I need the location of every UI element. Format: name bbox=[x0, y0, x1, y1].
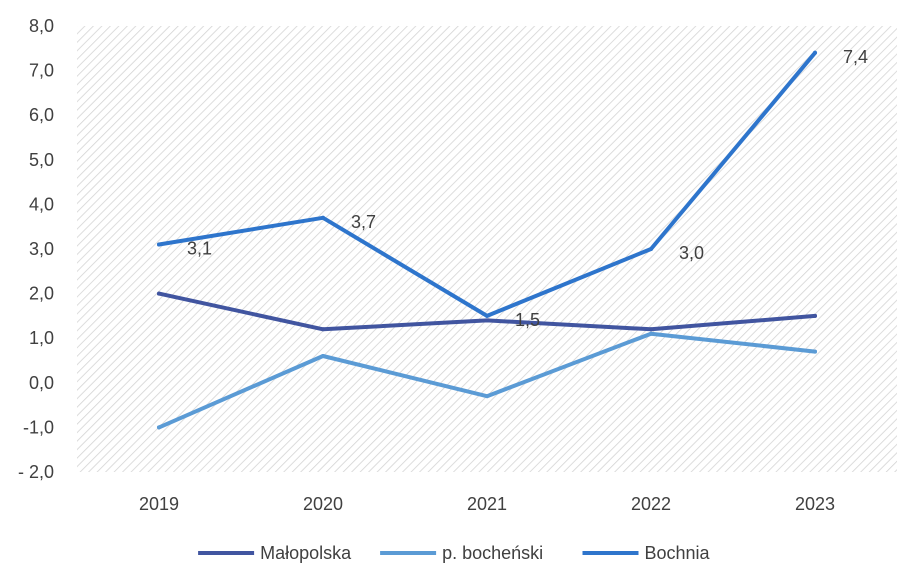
legend-label: Małopolska bbox=[260, 543, 352, 563]
legend-item: p. bocheński bbox=[380, 543, 543, 563]
y-tick-label: 2,0 bbox=[29, 284, 54, 304]
data-point bbox=[321, 327, 325, 332]
data-label: 7,4 bbox=[843, 47, 868, 67]
x-tick-label: 2020 bbox=[303, 494, 343, 514]
data-label: 3,7 bbox=[351, 212, 376, 232]
data-label: 3,1 bbox=[187, 239, 212, 259]
legend-label: Bochnia bbox=[645, 543, 711, 563]
data-point bbox=[649, 327, 653, 332]
x-tick-label: 2023 bbox=[795, 494, 835, 514]
data-label: 1,5 bbox=[515, 310, 540, 330]
data-point bbox=[157, 425, 161, 430]
y-tick-label: 0,0 bbox=[29, 373, 54, 393]
y-tick-label: - 2,0 bbox=[18, 462, 54, 482]
y-tick-label: 3,0 bbox=[29, 239, 54, 259]
x-tick-label: 2022 bbox=[631, 494, 671, 514]
legend-item: Małopolska bbox=[198, 543, 352, 563]
data-point bbox=[485, 394, 489, 399]
x-tick-label: 2019 bbox=[139, 494, 179, 514]
data-label: 3,0 bbox=[679, 243, 704, 263]
y-tick-label: -1,0 bbox=[23, 417, 54, 437]
data-point bbox=[649, 247, 653, 251]
data-point bbox=[321, 354, 325, 359]
y-tick-label: 1,0 bbox=[29, 328, 54, 348]
data-point bbox=[157, 291, 161, 296]
x-tick-label: 2021 bbox=[467, 494, 507, 514]
y-tick-label: 8,0 bbox=[29, 16, 54, 36]
data-point bbox=[157, 242, 161, 247]
data-point bbox=[649, 331, 653, 336]
data-point bbox=[813, 313, 817, 318]
legend-item: Bochnia bbox=[582, 543, 711, 563]
y-tick-label: 6,0 bbox=[29, 105, 54, 125]
data-point bbox=[321, 215, 325, 220]
y-tick-label: 7,0 bbox=[29, 61, 54, 81]
y-tick-label: 4,0 bbox=[29, 194, 54, 214]
data-point bbox=[485, 313, 489, 318]
legend-label: p. bocheński bbox=[442, 543, 543, 563]
data-point bbox=[813, 50, 817, 55]
data-point bbox=[813, 349, 817, 354]
data-point bbox=[485, 318, 489, 323]
y-tick-label: 5,0 bbox=[29, 150, 54, 170]
